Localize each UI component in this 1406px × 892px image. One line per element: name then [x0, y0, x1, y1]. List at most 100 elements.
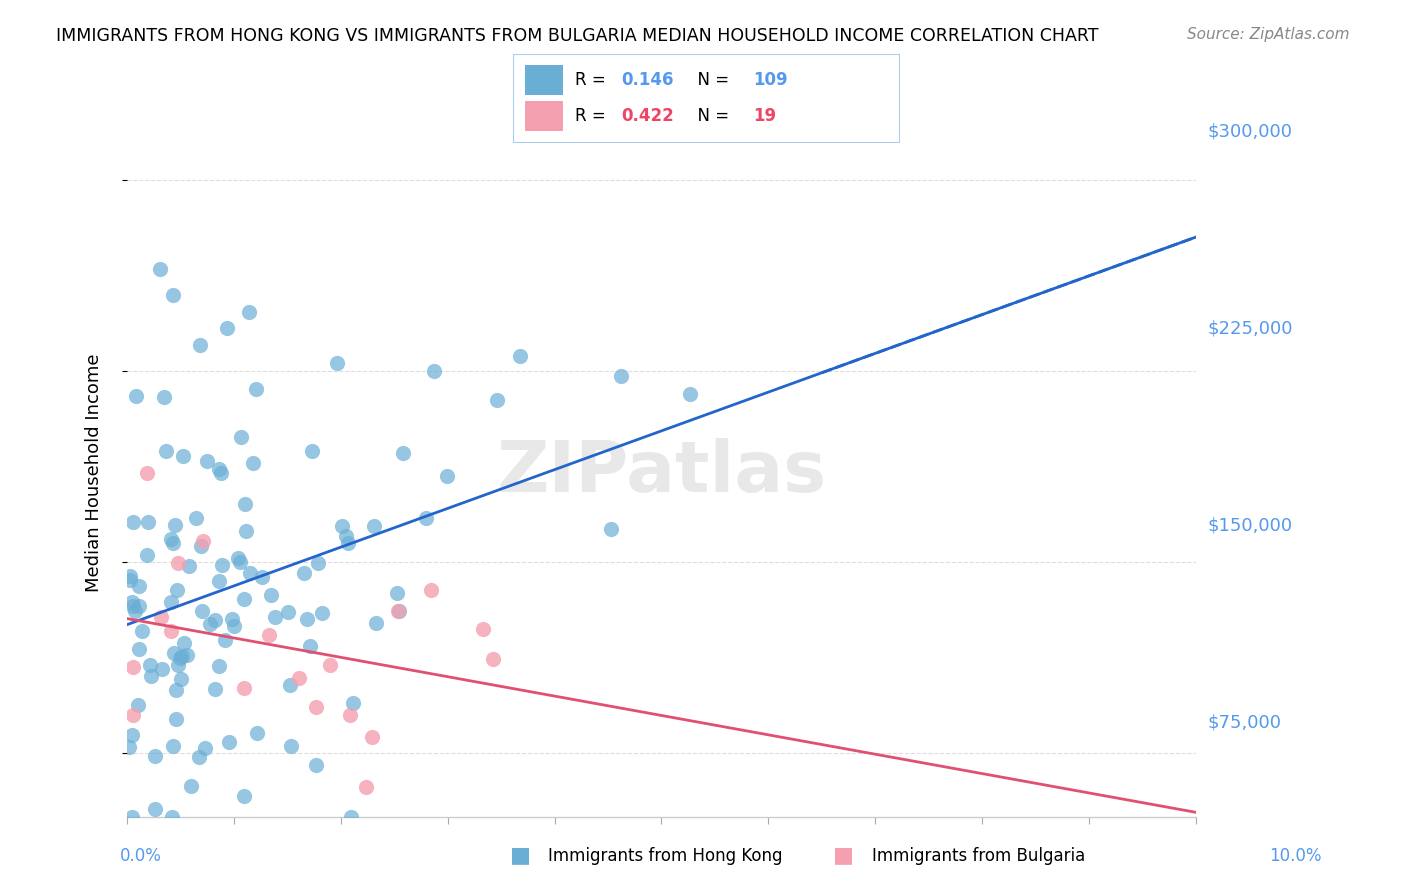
- Text: Immigrants from Bulgaria: Immigrants from Bulgaria: [872, 847, 1085, 865]
- Immigrants from Hong Kong: [153, 390, 176, 404]
- Immigrants from Hong Kong: [165, 683, 187, 698]
- Immigrants from Hong Kong: [299, 640, 322, 654]
- Immigrants from Hong Kong: [486, 392, 509, 407]
- Text: IMMIGRANTS FROM HONG KONG VS IMMIGRANTS FROM BULGARIA MEDIAN HOUSEHOLD INCOME CO: IMMIGRANTS FROM HONG KONG VS IMMIGRANTS …: [56, 27, 1098, 45]
- Text: 109: 109: [754, 71, 787, 89]
- Immigrants from Hong Kong: [173, 636, 195, 650]
- Immigrants from Hong Kong: [121, 728, 143, 742]
- Immigrants from Hong Kong: [198, 616, 221, 631]
- Immigrants from Hong Kong: [190, 539, 212, 553]
- Text: N =: N =: [688, 71, 734, 89]
- Immigrants from Hong Kong: [162, 739, 184, 754]
- Immigrants from Hong Kong: [160, 809, 183, 823]
- Immigrants from Bulgaria: [304, 699, 326, 714]
- Immigrants from Hong Kong: [509, 349, 531, 363]
- Immigrants from Hong Kong: [131, 624, 153, 639]
- Immigrants from Bulgaria: [257, 628, 280, 642]
- Immigrants from Hong Kong: [188, 338, 211, 352]
- Immigrants from Hong Kong: [122, 599, 145, 614]
- Immigrants from Hong Kong: [311, 606, 333, 620]
- Immigrants from Hong Kong: [260, 588, 283, 602]
- Text: Immigrants from Hong Kong: Immigrants from Hong Kong: [548, 847, 783, 865]
- Immigrants from Hong Kong: [136, 515, 159, 529]
- Immigrants from Hong Kong: [218, 735, 240, 749]
- Text: R =: R =: [575, 107, 612, 125]
- Immigrants from Hong Kong: [118, 574, 141, 588]
- Immigrants from Bulgaria: [288, 671, 311, 685]
- Immigrants from Hong Kong: [307, 556, 329, 570]
- Bar: [524, 65, 564, 95]
- Immigrants from Bulgaria: [233, 681, 256, 695]
- Immigrants from Bulgaria: [193, 533, 215, 548]
- Immigrants from Hong Kong: [118, 740, 141, 755]
- Immigrants from Hong Kong: [195, 453, 218, 467]
- Text: 19: 19: [754, 107, 776, 125]
- Immigrants from Hong Kong: [436, 468, 458, 483]
- Immigrants from Hong Kong: [233, 497, 256, 511]
- Immigrants from Hong Kong: [172, 648, 194, 663]
- Immigrants from Hong Kong: [160, 594, 183, 608]
- Immigrants from Hong Kong: [336, 535, 359, 549]
- Immigrants from Hong Kong: [209, 467, 232, 481]
- Immigrants from Hong Kong: [250, 570, 273, 584]
- Immigrants from Hong Kong: [155, 444, 177, 458]
- Immigrants from Hong Kong: [246, 726, 269, 740]
- Immigrants from Hong Kong: [176, 648, 198, 662]
- Immigrants from Hong Kong: [385, 586, 408, 600]
- Immigrants from Bulgaria: [121, 659, 143, 673]
- Bar: [524, 101, 564, 131]
- Immigrants from Hong Kong: [211, 558, 233, 572]
- Immigrants from Hong Kong: [165, 713, 187, 727]
- Immigrants from Bulgaria: [387, 604, 409, 618]
- Immigrants from Bulgaria: [356, 780, 378, 794]
- Immigrants from Hong Kong: [280, 739, 302, 754]
- Immigrants from Bulgaria: [339, 707, 361, 722]
- Text: 0.0%: 0.0%: [120, 847, 162, 865]
- Immigrants from Bulgaria: [361, 731, 384, 745]
- FancyBboxPatch shape: [513, 54, 900, 143]
- Immigrants from Hong Kong: [277, 605, 299, 619]
- Immigrants from Hong Kong: [160, 532, 183, 546]
- Immigrants from Hong Kong: [388, 604, 411, 618]
- Immigrants from Hong Kong: [180, 779, 202, 793]
- Text: ZIPatlas: ZIPatlas: [496, 438, 827, 508]
- Immigrants from Hong Kong: [172, 449, 194, 463]
- Immigrants from Hong Kong: [335, 529, 357, 543]
- Immigrants from Hong Kong: [177, 558, 200, 573]
- Text: 10.0%: 10.0%: [1270, 847, 1322, 865]
- Immigrants from Hong Kong: [128, 642, 150, 657]
- Immigrants from Hong Kong: [278, 678, 301, 692]
- Immigrants from Hong Kong: [204, 613, 226, 627]
- Immigrants from Hong Kong: [139, 669, 162, 683]
- Immigrants from Hong Kong: [292, 566, 315, 580]
- Immigrants from Hong Kong: [162, 536, 184, 550]
- Immigrants from Hong Kong: [170, 672, 193, 686]
- Immigrants from Hong Kong: [221, 612, 243, 626]
- Immigrants from Hong Kong: [121, 809, 143, 823]
- Immigrants from Hong Kong: [600, 522, 623, 536]
- Immigrants from Bulgaria: [420, 583, 443, 598]
- Immigrants from Hong Kong: [245, 382, 267, 396]
- Immigrants from Hong Kong: [214, 633, 236, 648]
- Y-axis label: Median Household Income: Median Household Income: [86, 353, 103, 592]
- Text: Source: ZipAtlas.com: Source: ZipAtlas.com: [1187, 27, 1350, 42]
- Text: 0.146: 0.146: [621, 71, 673, 89]
- Text: ■: ■: [834, 846, 853, 865]
- Immigrants from Bulgaria: [159, 624, 181, 638]
- Immigrants from Hong Kong: [124, 604, 146, 618]
- Immigrants from Hong Kong: [239, 566, 262, 580]
- Immigrants from Hong Kong: [148, 262, 170, 277]
- Immigrants from Hong Kong: [342, 696, 364, 710]
- Immigrants from Hong Kong: [163, 646, 186, 660]
- Text: N =: N =: [688, 107, 734, 125]
- Immigrants from Hong Kong: [330, 518, 353, 533]
- Immigrants from Hong Kong: [125, 389, 148, 403]
- Text: R =: R =: [575, 71, 612, 89]
- Immigrants from Bulgaria: [167, 557, 190, 571]
- Immigrants from Hong Kong: [208, 659, 231, 673]
- Immigrants from Hong Kong: [128, 580, 150, 594]
- Immigrants from Hong Kong: [301, 444, 323, 458]
- Immigrants from Hong Kong: [204, 682, 226, 697]
- Immigrants from Hong Kong: [139, 657, 162, 672]
- Immigrants from Hong Kong: [208, 574, 231, 589]
